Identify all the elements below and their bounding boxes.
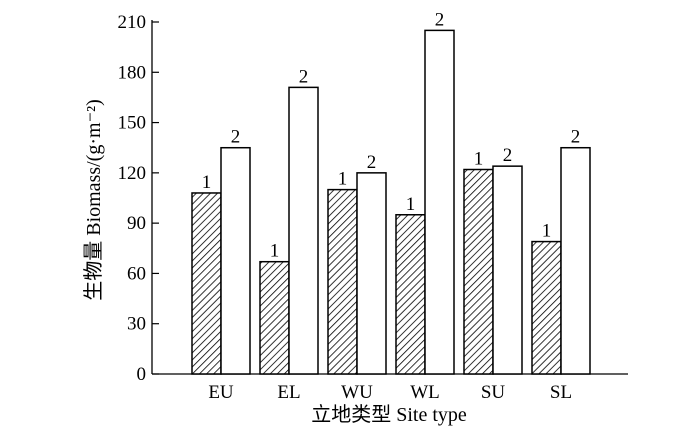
y-tick-label-180: 180 (118, 62, 147, 83)
y-tick-label-60: 60 (127, 263, 146, 284)
bar-sl-series-2 (560, 146, 591, 375)
bar-label-wu-2: 2 (367, 152, 377, 173)
bar-label-eu-1: 1 (202, 172, 212, 193)
y-tick-label-120: 120 (118, 163, 147, 184)
bar-label-sl-1: 1 (542, 221, 552, 242)
y-tick-label-150: 150 (118, 113, 147, 134)
bar-label-wl-1: 1 (406, 194, 416, 215)
bar-label-su-1: 1 (474, 149, 484, 170)
bar-el-series-1 (259, 260, 290, 375)
x-axis-title: 立地类型 Site type (311, 403, 467, 426)
y-axis-title: 生物量 Biomass/(g·m⁻²) (82, 99, 105, 301)
bar-el-series-2 (288, 86, 319, 375)
bar-label-sl-2: 2 (571, 127, 581, 148)
bar-sl-series-1 (531, 240, 562, 375)
y-tick-label-30: 30 (127, 314, 146, 335)
bar-label-el-2: 2 (299, 66, 309, 87)
y-tick-label-210: 210 (118, 12, 147, 33)
bar-wu-series-1 (327, 188, 358, 375)
y-tick-label-90: 90 (127, 213, 146, 234)
bar-eu-series-1 (191, 192, 222, 375)
bar-su-series-2 (492, 165, 523, 375)
x-tick-label-wl: WL (410, 382, 440, 403)
bar-label-eu-2: 2 (231, 127, 241, 148)
x-tick-label-el: EL (277, 382, 300, 403)
x-tick-label-su: SU (481, 382, 506, 403)
x-tick-label-wu: WU (341, 382, 373, 403)
bar-eu-series-2 (220, 146, 251, 375)
x-tick-label-sl: SL (550, 382, 572, 403)
bar-label-wu-1: 1 (338, 169, 348, 190)
bar-wl-series-1 (395, 214, 426, 375)
bar-wu-series-2 (356, 172, 387, 375)
bar-label-wl-2: 2 (435, 9, 445, 30)
bar-label-el-1: 1 (270, 241, 280, 262)
bar-wl-series-2 (424, 29, 455, 375)
x-tick-label-eu: EU (208, 382, 234, 403)
y-tick-label-0: 0 (137, 364, 147, 385)
bar-label-su-2: 2 (503, 145, 513, 166)
bar-su-series-1 (463, 168, 494, 375)
